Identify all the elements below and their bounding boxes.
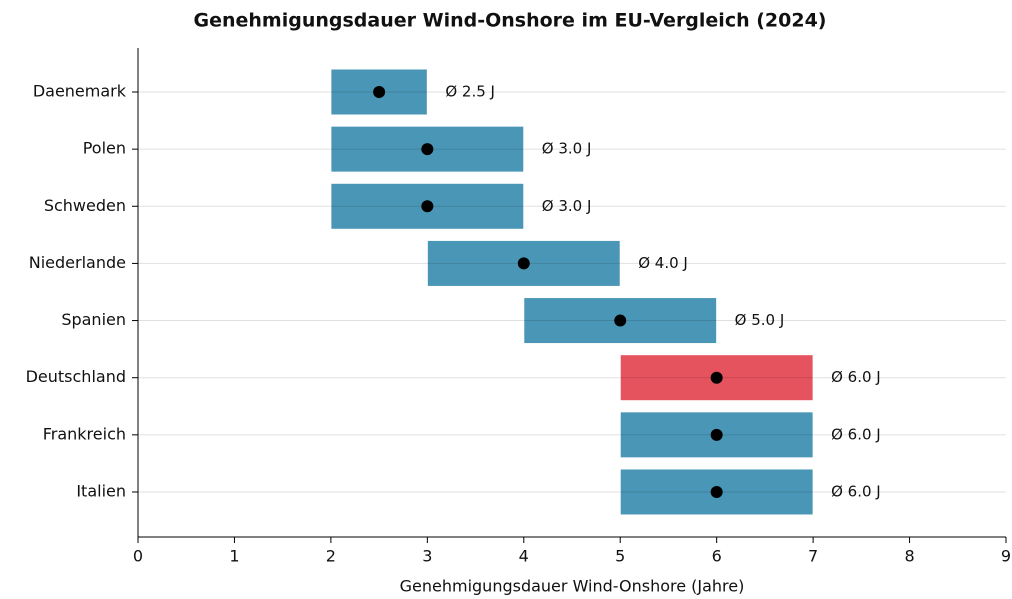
x-tick-label: 9 <box>1001 547 1011 566</box>
value-label: Ø 3.0 J <box>542 197 592 215</box>
mean-dot <box>517 257 530 270</box>
mean-dot <box>373 86 386 98</box>
y-tick-label: Schweden <box>44 196 126 215</box>
x-tick-label: 6 <box>712 547 722 566</box>
range-bar <box>523 297 718 345</box>
x-tick-label: 3 <box>422 547 432 566</box>
x-tick-label: 5 <box>615 547 625 566</box>
value-label: Ø 4.0 J <box>638 254 688 272</box>
mean-dot <box>710 428 723 441</box>
mean-dot <box>421 143 434 156</box>
mean-dot <box>710 485 723 498</box>
y-tick-label: Deutschland <box>26 367 126 386</box>
x-tick-label: 7 <box>808 547 818 566</box>
x-tick-label: 0 <box>133 547 143 566</box>
value-label: Ø 3.0 J <box>542 140 592 158</box>
y-tick-label: Daenemark <box>33 82 127 101</box>
value-label: Ø 6.0 J <box>831 425 881 443</box>
x-axis-label: Genehmigungsdauer Wind-Onshore (Jahre) <box>400 577 745 596</box>
chart-title: Genehmigungsdauer Wind-Onshore im EU-Ver… <box>194 10 827 32</box>
y-tick-label: Niederlande <box>29 253 126 272</box>
range-bar <box>619 354 814 402</box>
mean-dot <box>421 200 434 213</box>
y-tick-label: Frankreich <box>43 424 126 443</box>
x-tick-label: 8 <box>904 547 914 566</box>
value-label: Ø 6.0 J <box>831 482 881 500</box>
x-tick-label: 1 <box>229 547 239 566</box>
mean-dot <box>710 371 723 384</box>
y-tick-label: Italien <box>76 481 126 500</box>
mean-dot <box>614 314 627 327</box>
x-tick-label: 4 <box>519 547 529 566</box>
value-label: Ø 5.0 J <box>735 311 785 329</box>
value-label: Ø 2.5 J <box>445 83 495 101</box>
y-tick-label: Polen <box>83 139 126 158</box>
y-tick-label: Spanien <box>61 310 126 329</box>
x-tick-label: 2 <box>326 547 336 566</box>
value-label: Ø 6.0 J <box>831 368 881 386</box>
